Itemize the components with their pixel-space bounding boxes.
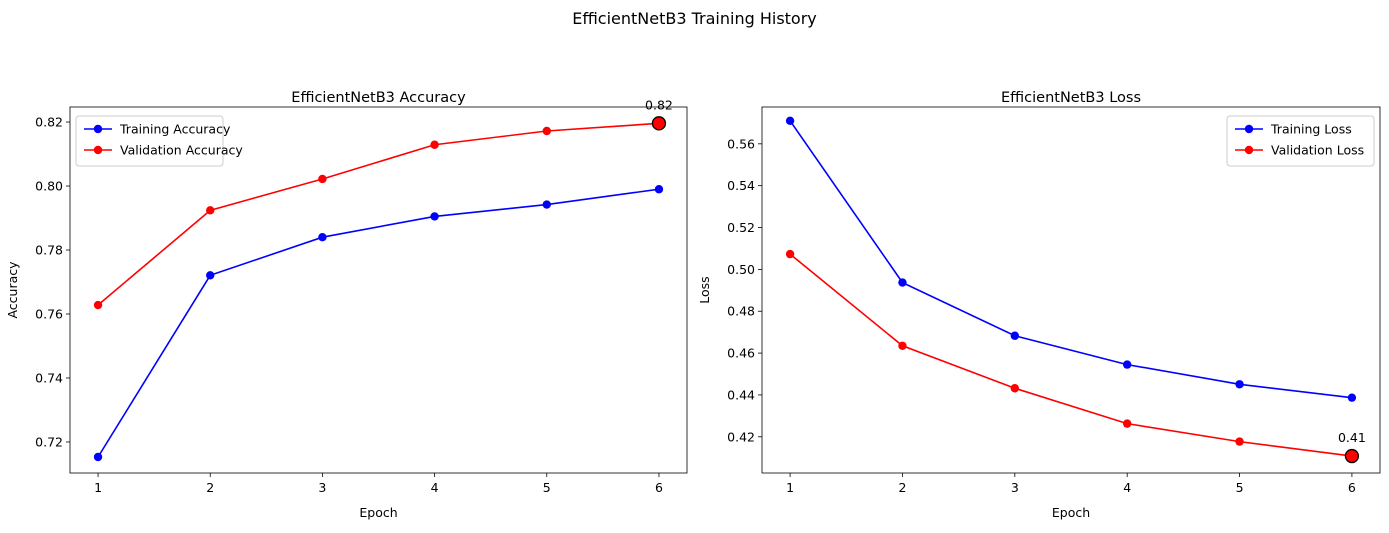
chart-2-legend-label-1: Training Loss bbox=[1270, 122, 1352, 137]
chart-2-y-tick-label: 0.44 bbox=[727, 387, 755, 402]
chart-1-series-1-line bbox=[97, 188, 660, 458]
chart-1-series-2-point bbox=[430, 140, 439, 149]
chart-1-x-tick-label: 4 bbox=[431, 480, 439, 495]
chart-1-series-1-point bbox=[542, 200, 551, 209]
chart-2-y-tick-label: 0.56 bbox=[727, 136, 755, 151]
chart-1-highlight-label: 0.82 bbox=[645, 97, 673, 112]
chart-1-series-1-point bbox=[318, 233, 327, 242]
chart-2-series-1-point bbox=[898, 278, 907, 287]
chart-1-x-axis-label: Epoch bbox=[359, 505, 397, 520]
chart-2-axes-frame bbox=[761, 106, 1381, 474]
chart-2-x-tick-label: 2 bbox=[898, 480, 906, 495]
chart-1-y-tick-label: 0.82 bbox=[35, 115, 63, 130]
chart-1-y-tick-label: 0.80 bbox=[35, 179, 63, 194]
figure-title: EfficientNetB3 Training History bbox=[572, 9, 817, 28]
chart-2-y-tick-label: 0.42 bbox=[727, 429, 755, 444]
chart-2-x-tick-label: 3 bbox=[1011, 480, 1019, 495]
chart-1-y-tick-label: 0.74 bbox=[35, 370, 63, 385]
chart-1-highlight-marker bbox=[651, 116, 667, 131]
chart-2-series-1-point bbox=[1235, 380, 1244, 389]
chart-2-series-1-point bbox=[1347, 393, 1357, 402]
chart-2-series-2-point bbox=[785, 249, 795, 259]
chart-2-x-tick-label: 4 bbox=[1123, 480, 1131, 495]
chart-2-y-tick-label: 0.50 bbox=[727, 262, 755, 277]
accuracy-chart: EfficientNetB3 Accuracy 1 2 3 4 5 6 0.72 0.74 0.7… bbox=[5, 90, 688, 520]
chart-1-legend-marker-1 bbox=[93, 124, 103, 134]
chart-1-y-axis-label: Accuracy bbox=[5, 261, 20, 319]
chart-2-legend-marker-1 bbox=[1244, 124, 1254, 134]
chart-1-legend-label-2: Validation Accuracy bbox=[120, 143, 243, 158]
chart-2-y-tick-label: 0.52 bbox=[727, 220, 755, 235]
chart-2-series-1-point bbox=[1122, 360, 1132, 369]
chart-1-x-tick-label: 3 bbox=[318, 480, 326, 495]
chart-1-x-tick-label: 6 bbox=[655, 480, 663, 495]
chart-1-series-1-point bbox=[430, 212, 439, 221]
chart-1-axes-frame bbox=[69, 106, 688, 474]
chart-2-x-tick-label: 5 bbox=[1236, 480, 1244, 495]
chart-2-series-1-point bbox=[785, 116, 795, 126]
chart-1-legend-marker-2 bbox=[93, 145, 103, 155]
chart-2-series-1-line bbox=[789, 120, 1353, 399]
chart-2-x-axis-label: Epoch bbox=[1052, 505, 1090, 520]
chart-2-legend-marker-2 bbox=[1244, 145, 1254, 155]
chart-1-y-tick-label: 0.78 bbox=[35, 243, 63, 258]
chart-2-series-2-line bbox=[789, 253, 1353, 457]
chart-2-y-axis-label: Loss bbox=[697, 276, 712, 303]
chart-1-series-2-point bbox=[542, 126, 551, 136]
chart-1-legend-box bbox=[75, 115, 224, 167]
chart-2-y-tick-label: 0.46 bbox=[727, 346, 755, 361]
chart-2-legend: Training Loss Validation Loss bbox=[1226, 115, 1375, 167]
chart-1-x-tick-label: 2 bbox=[206, 480, 214, 495]
chart-1-series-2-point bbox=[93, 300, 103, 310]
chart-1-series-1-point bbox=[654, 185, 664, 194]
chart-1-x-tick-label: 5 bbox=[543, 480, 551, 495]
chart-1-legend-label-1: Training Accuracy bbox=[119, 122, 231, 137]
chart-2-series-1-point bbox=[1010, 331, 1020, 340]
chart-1-series-1-point bbox=[93, 452, 103, 462]
chart-1-title: EfficientNetB3 Accuracy bbox=[291, 90, 466, 106]
chart-1-series-1-point bbox=[206, 271, 215, 280]
chart-1-series-2-line bbox=[97, 122, 660, 306]
chart-2-series-2-point bbox=[898, 341, 907, 350]
chart-2-x-tick-label: 1 bbox=[786, 480, 794, 495]
chart-2-series-2-point bbox=[1010, 384, 1020, 393]
chart-1-series-2-point bbox=[318, 174, 327, 184]
chart-1-legend: Training Accuracy Validation Accuracy bbox=[75, 115, 243, 167]
chart-1-x-tick-label: 1 bbox=[94, 480, 102, 495]
chart-2-series-2-point bbox=[1235, 437, 1244, 446]
chart-2-y-tick-label: 0.48 bbox=[727, 304, 755, 319]
chart-2-title: EfficientNetB3 Loss bbox=[1001, 90, 1141, 106]
chart-2-x-tick-label: 6 bbox=[1348, 480, 1356, 495]
chart-2-highlight-marker bbox=[1344, 448, 1360, 464]
chart-2-series-2-point bbox=[1122, 419, 1132, 428]
chart-1-y-tick-label: 0.76 bbox=[35, 306, 63, 321]
loss-chart: EfficientNetB3 Loss 1 2 3 4 5 6 0.42 0.44 0.46 0.4… bbox=[697, 90, 1381, 520]
chart-2-legend-box bbox=[1226, 115, 1375, 167]
chart-1-series-2-point bbox=[206, 206, 215, 215]
chart-2-legend-label-2: Validation Loss bbox=[1271, 143, 1364, 158]
chart-2-y-tick-label: 0.54 bbox=[727, 178, 755, 193]
chart-1-y-tick-label: 0.72 bbox=[35, 434, 63, 449]
chart-2-highlight-label: 0.41 bbox=[1338, 430, 1366, 445]
